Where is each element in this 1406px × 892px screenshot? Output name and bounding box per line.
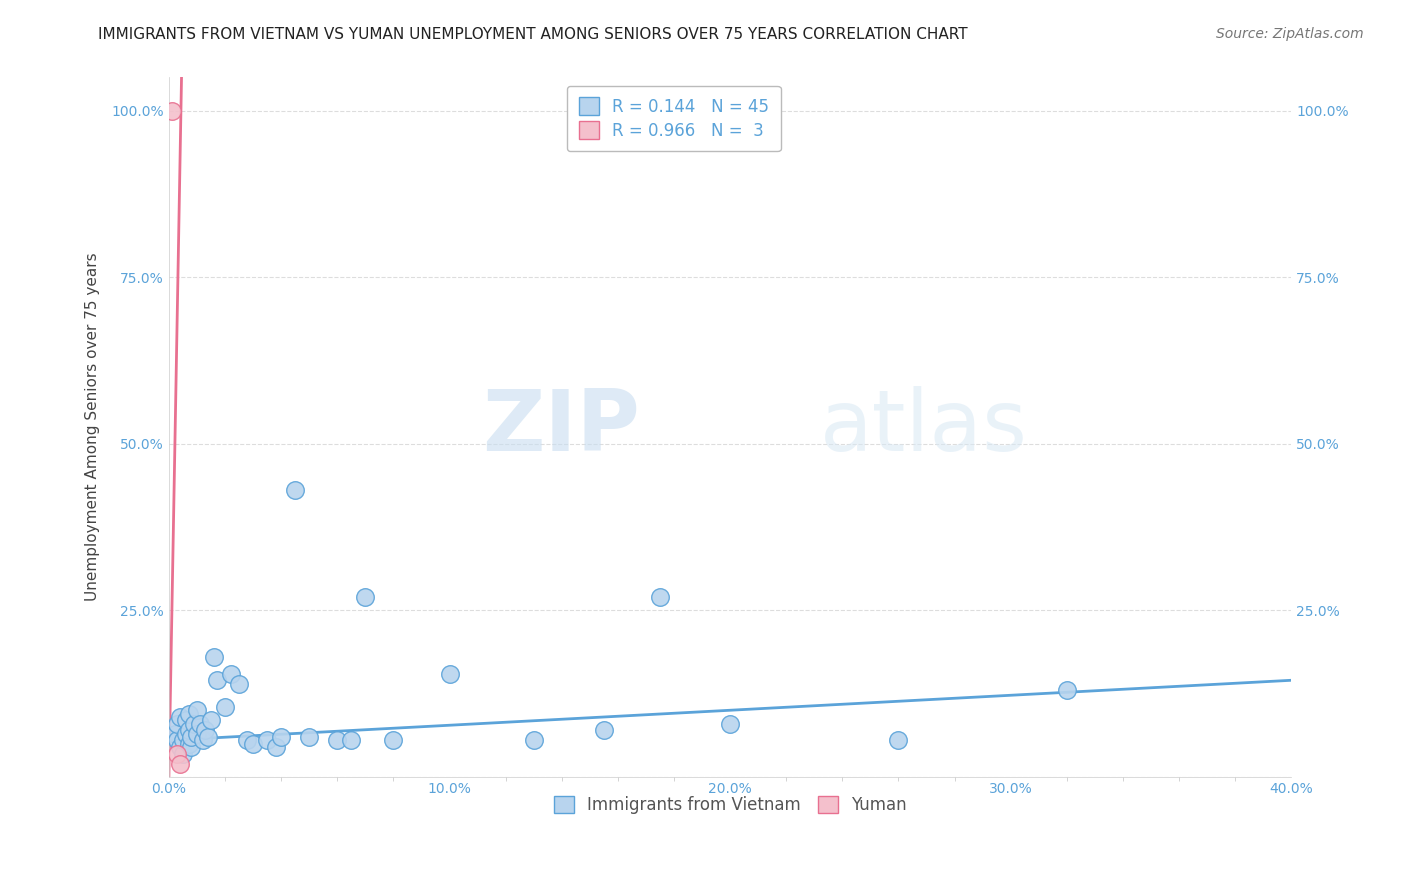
Point <box>1056 683 1078 698</box>
Point <box>177 706 200 721</box>
Point <box>200 713 222 727</box>
Legend: Immigrants from Vietnam, Yuman: Immigrants from Vietnam, Yuman <box>544 787 917 824</box>
Point <box>163 726 186 740</box>
Point <box>523 733 546 747</box>
Point <box>270 730 292 744</box>
Point <box>326 733 349 747</box>
Point <box>242 737 264 751</box>
Point <box>166 747 188 761</box>
Point <box>228 676 250 690</box>
Point <box>166 733 188 747</box>
Point <box>205 673 228 688</box>
Point <box>169 739 191 754</box>
Point <box>180 730 202 744</box>
Point <box>166 716 188 731</box>
Text: IMMIGRANTS FROM VIETNAM VS YUMAN UNEMPLOYMENT AMONG SENIORS OVER 75 YEARS CORREL: IMMIGRANTS FROM VIETNAM VS YUMAN UNEMPLO… <box>98 27 969 42</box>
Point <box>172 747 194 761</box>
Point <box>219 666 242 681</box>
Point <box>354 590 377 604</box>
Point <box>160 103 183 118</box>
Point <box>197 730 219 744</box>
Point <box>174 713 197 727</box>
Point <box>298 730 321 744</box>
Point <box>172 733 194 747</box>
Text: ZIP: ZIP <box>482 385 640 468</box>
Text: atlas: atlas <box>820 385 1028 468</box>
Point <box>340 733 363 747</box>
Point <box>202 650 225 665</box>
Point <box>186 703 208 717</box>
Point <box>256 733 278 747</box>
Point <box>186 726 208 740</box>
Y-axis label: Unemployment Among Seniors over 75 years: Unemployment Among Seniors over 75 years <box>86 252 100 601</box>
Point <box>592 723 614 738</box>
Point <box>191 733 214 747</box>
Point <box>183 716 205 731</box>
Point <box>439 666 461 681</box>
Point <box>194 723 217 738</box>
Point <box>382 733 405 747</box>
Point <box>718 716 741 731</box>
Point <box>188 716 211 731</box>
Point <box>214 700 236 714</box>
Point <box>177 737 200 751</box>
Point <box>169 756 191 771</box>
Point <box>174 726 197 740</box>
Point <box>264 739 287 754</box>
Point <box>887 733 910 747</box>
Point <box>284 483 307 498</box>
Point <box>177 723 200 738</box>
Point <box>169 710 191 724</box>
Point <box>236 733 259 747</box>
Point <box>180 739 202 754</box>
Text: Source: ZipAtlas.com: Source: ZipAtlas.com <box>1216 27 1364 41</box>
Point <box>648 590 671 604</box>
